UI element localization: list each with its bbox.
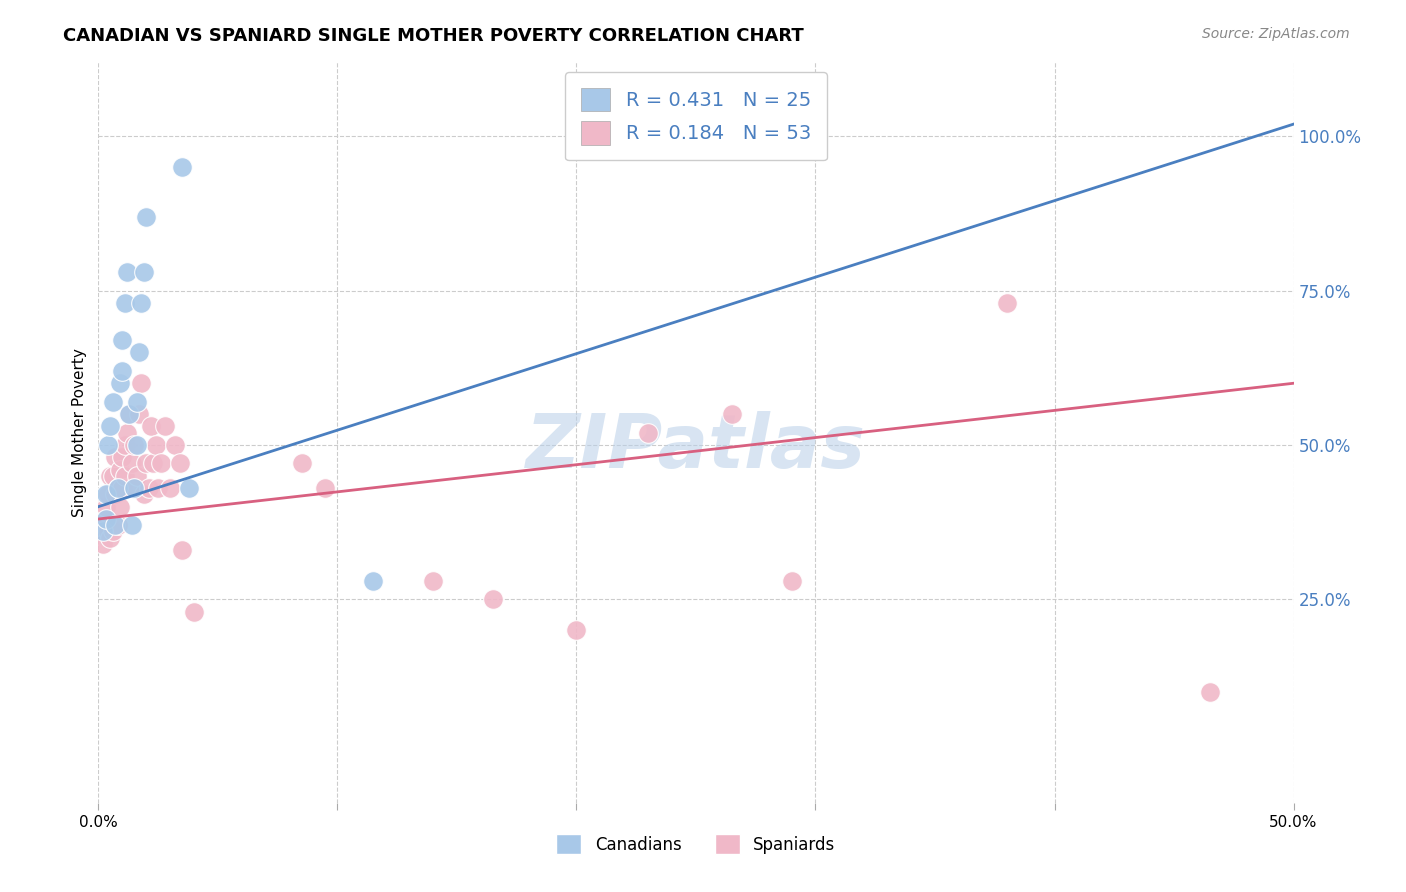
Point <box>111 364 134 378</box>
Point <box>108 462 131 476</box>
Point <box>155 419 177 434</box>
Point <box>91 536 114 550</box>
Point <box>131 296 153 310</box>
Point <box>125 438 148 452</box>
Point <box>118 407 141 421</box>
Point <box>118 407 141 421</box>
Point <box>101 468 124 483</box>
Point <box>114 438 136 452</box>
Point <box>107 481 129 495</box>
Point <box>142 457 165 471</box>
Point <box>125 394 148 409</box>
Point <box>721 407 744 421</box>
Point <box>114 468 136 483</box>
Point <box>159 481 181 495</box>
Point <box>94 518 117 533</box>
Point <box>780 574 803 588</box>
Y-axis label: Single Mother Poverty: Single Mother Poverty <box>72 348 87 517</box>
Point <box>481 592 505 607</box>
Point <box>91 512 114 526</box>
Point <box>98 419 122 434</box>
Point <box>565 623 588 637</box>
Point <box>128 345 150 359</box>
Point <box>132 487 155 501</box>
Point <box>315 481 337 495</box>
Point <box>138 481 160 495</box>
Point <box>97 487 120 501</box>
Point <box>107 518 129 533</box>
Point <box>98 531 122 545</box>
Point <box>139 419 162 434</box>
Point <box>135 457 157 471</box>
Point <box>131 376 153 391</box>
Point <box>1199 685 1222 699</box>
Point <box>98 468 122 483</box>
Point <box>94 500 117 514</box>
Point <box>94 512 117 526</box>
Point <box>94 487 117 501</box>
Text: CANADIAN VS SPANIARD SINGLE MOTHER POVERTY CORRELATION CHART: CANADIAN VS SPANIARD SINGLE MOTHER POVER… <box>63 27 804 45</box>
Point <box>145 438 167 452</box>
Point <box>104 450 127 465</box>
Text: ZIPatlas: ZIPatlas <box>526 411 866 484</box>
Point <box>111 333 134 347</box>
Point <box>422 574 444 588</box>
Text: Source: ZipAtlas.com: Source: ZipAtlas.com <box>1202 27 1350 41</box>
Point <box>124 481 146 495</box>
Point <box>114 296 136 310</box>
Point <box>111 481 134 495</box>
Point <box>115 265 138 279</box>
Point <box>363 574 385 588</box>
Point <box>97 524 120 539</box>
Point <box>148 481 170 495</box>
Point <box>115 425 138 440</box>
Point <box>107 481 129 495</box>
Point <box>124 438 146 452</box>
Legend: Canadians, Spaniards: Canadians, Spaniards <box>550 828 842 861</box>
Point <box>135 210 157 224</box>
Point <box>291 457 314 471</box>
Point <box>163 438 186 452</box>
Point <box>169 457 191 471</box>
Point <box>121 457 143 471</box>
Point <box>104 518 127 533</box>
Point <box>101 524 124 539</box>
Point <box>121 518 143 533</box>
Point <box>179 481 201 495</box>
Point <box>124 481 146 495</box>
Point <box>111 450 134 465</box>
Point <box>132 265 155 279</box>
Point <box>183 605 205 619</box>
Point <box>91 524 114 539</box>
Point <box>128 407 150 421</box>
Point <box>108 500 131 514</box>
Point <box>104 487 127 501</box>
Point <box>108 376 131 391</box>
Point <box>172 161 194 175</box>
Point <box>97 438 120 452</box>
Point <box>101 394 124 409</box>
Point <box>995 296 1018 310</box>
Point <box>637 425 659 440</box>
Point <box>125 468 148 483</box>
Point <box>149 457 172 471</box>
Point <box>90 524 112 539</box>
Point <box>172 542 194 557</box>
